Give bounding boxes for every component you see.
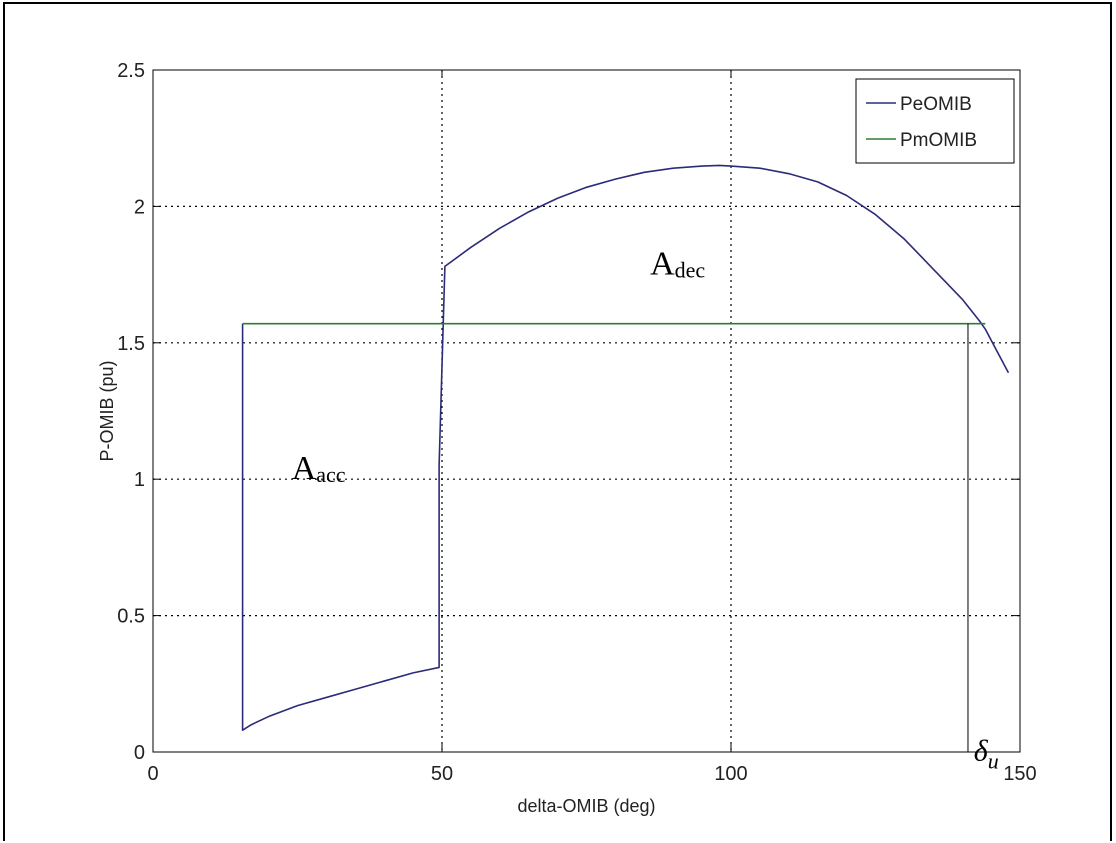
plot-area [153,70,1020,752]
y-tick-label: 1 [134,469,145,491]
grid [153,70,1020,752]
y-axis-label: P-OMIB (pu) [97,360,117,461]
axes-box [152,69,1021,753]
ticks: 0 50 100 150 0 0.5 1 1.5 2 2.5 [117,60,1037,785]
series-line-PeOMIB [241,164,1010,731]
y-tick-label: 0 [134,742,145,764]
series-layer [241,164,1010,731]
figure-frame [3,2,1112,841]
legend-box [855,78,1015,164]
x-tick-label: 0 [147,763,158,785]
annotation-main: A [292,450,317,487]
annotation-subscript: dec [675,258,706,283]
x-axis-label: delta-OMIB (deg) [517,796,655,816]
legend: PeOMIB PmOMIB [855,78,1015,164]
annotation-label: δu [974,735,999,774]
annotation-label: Aacc [292,450,346,487]
x-tick-label: 50 [431,763,453,785]
y-tick-label: 2.5 [117,60,145,82]
annotation-label: Adec [650,246,705,283]
annotation-main: A [650,246,675,283]
legend-entry-label: PmOMIB [900,130,977,151]
y-tick-label: 0.5 [117,606,145,628]
annotation-main: δ [974,735,989,768]
y-tick-label: 2 [134,196,145,218]
legend-entry-label: PeOMIB [900,94,972,115]
annotation-subscript: acc [316,462,346,487]
x-tick-label: 100 [714,763,747,785]
x-tick-label: 150 [1003,763,1036,785]
y-tick-label: 1.5 [117,333,145,355]
annotation-subscript: u [988,749,999,774]
